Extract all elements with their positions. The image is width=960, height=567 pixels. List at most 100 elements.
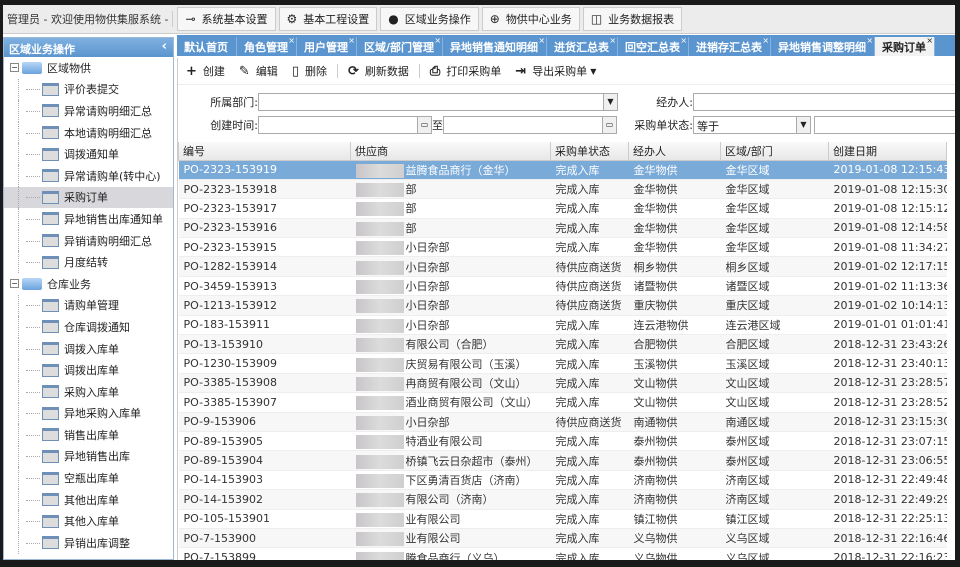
tab[interactable]: 进销存汇总表 × (689, 36, 772, 56)
region-ops-button[interactable]: ● 区域业务操作 (380, 7, 479, 31)
close-icon[interactable]: × (680, 36, 688, 45)
table-row[interactable]: PO-2323-153919 益腾食品商行（金华） 完成入库 金华物供 金华区域 2019… (178, 160, 947, 180)
chevron-down-icon[interactable]: ▼ (603, 94, 617, 110)
tab[interactable]: 区域/部门管理 × (357, 36, 444, 56)
calendar-icon[interactable]: ▭ (602, 117, 616, 133)
table-row[interactable]: PO-7-153899 腾食品商行（义乌） 完成入库 义乌物供 义乌区域 2018-12-… (178, 547, 947, 560)
tree-line (26, 456, 40, 458)
create-button[interactable]: + 创建 (186, 63, 225, 79)
tree-line (18, 402, 19, 425)
table-row[interactable]: PO-1282-153914 小日杂部 待供应商送货 桐乡物供 桐乡区域 2019-01-… (178, 256, 947, 277)
table-row[interactable]: PO-1230-153909 庆贸易有限公司（玉溪） 完成入库 玉溪物供 玉溪区域 201… (178, 353, 947, 374)
export-button[interactable]: ⇥ 导出采购单 ▼ (515, 63, 597, 79)
sidebar-item[interactable]: 本地请购明细汇总 (4, 121, 173, 144)
cell-text: 下区勇清百货店（济南） (405, 473, 527, 487)
close-icon[interactable]: × (288, 36, 295, 45)
tab[interactable]: 默认首页 (177, 37, 237, 56)
collapse-icon[interactable]: ‹ (161, 39, 167, 54)
close-icon[interactable]: × (434, 36, 442, 45)
sidebar-item[interactable]: 请购单管理 (4, 294, 173, 317)
sidebar-item[interactable]: 异常请购单(转中心) (4, 164, 173, 187)
sidebar-group[interactable]: − 区域物供 (4, 57, 173, 79)
close-icon[interactable]: × (348, 36, 355, 45)
table-row[interactable]: PO-3459-153913 小日杂部 待供应商送货 诸暨物供 诸暨区域 2019-01-… (178, 276, 947, 297)
tab[interactable]: 回空汇总表 × (618, 36, 690, 56)
collapse-toggle-icon[interactable]: − (10, 279, 19, 289)
table-row[interactable]: PO-105-153901 业有限公司 完成入库 镇江物供 镇江区域 2018-12-31… (178, 509, 947, 529)
start-date-input[interactable]: ▭ (258, 116, 432, 134)
printer-icon: ⎙ (429, 63, 441, 79)
close-icon[interactable]: × (609, 36, 617, 45)
tree-line (18, 294, 19, 317)
sidebar-item[interactable]: 月度结转 (4, 251, 173, 273)
sidebar-item[interactable]: 异常请购明细汇总 (4, 100, 173, 122)
column-header[interactable]: 经办人 (628, 142, 721, 161)
sidebar-item[interactable]: 调拨出库单 (4, 359, 173, 381)
close-icon[interactable]: × (926, 36, 934, 45)
dept-select[interactable]: ▼ (258, 93, 618, 111)
sidebar-item[interactable]: 异地销售出库通知单 (4, 208, 173, 230)
sidebar-item[interactable]: 采购入库单 (4, 380, 173, 403)
table-row[interactable]: PO-3385-153908 冉商贸有限公司（文山） 完成入库 文山物供 文山区域 201… (178, 373, 947, 394)
table-row[interactable]: PO-2323-153915 小日杂部 完成入库 金华物供 金华区域 2019-01-08… (178, 237, 947, 258)
sidebar-item[interactable]: 评价表提交 (4, 78, 173, 101)
table-row[interactable]: PO-89-153905 特酒业有限公司 完成入库 泰州物供 泰州区域 2018-12-3… (178, 431, 947, 452)
center-business-button[interactable]: ⊕ 物供中心业务 (481, 7, 580, 31)
column-header[interactable]: 供应商 (350, 142, 551, 161)
reports-button[interactable]: ◫ 业务数据报表 (582, 7, 683, 31)
tab[interactable]: 角色管理 × (237, 36, 297, 56)
sidebar-item[interactable]: 采购订单 (4, 186, 173, 209)
tab[interactable]: 异地销售调整明细 × (771, 36, 876, 56)
chevron-down-icon[interactable]: ▼ (796, 117, 810, 133)
table-row[interactable]: PO-2323-153918 部 完成入库 金华物供 金华区域 2019-01-08 12… (178, 179, 947, 200)
status-operator-select[interactable]: 等于 ▼ (693, 116, 811, 134)
calendar-icon[interactable]: ▭ (417, 117, 431, 133)
close-icon[interactable]: × (866, 36, 874, 45)
table-row[interactable]: PO-183-153911 小日杂部 完成入库 连云港物供 连云港区域 2019-01-0… (178, 315, 947, 336)
table-row[interactable]: PO-2323-153917 部 完成入库 金华物供 金华区域 2019-01-08 12… (178, 198, 947, 219)
sidebar-item[interactable]: 异销出库调整 (4, 532, 173, 554)
sidebar-item[interactable]: 其他入库单 (4, 510, 173, 533)
page-icon (42, 82, 59, 96)
refresh-button[interactable]: ⟳ 刷新数据 (347, 63, 409, 79)
column-header[interactable]: 编号 (178, 142, 351, 161)
column-header[interactable]: 采购单状态 (550, 142, 629, 161)
system-settings-button[interactable]: ⊸ 系统基本设置 (177, 7, 276, 31)
table-row[interactable]: PO-14-153903 下区勇清百货店（济南） 完成入库 济南物供 济南区域 2018-… (178, 470, 947, 491)
status-value-input[interactable] (814, 116, 955, 134)
table-row[interactable]: PO-89-153904 桥镇飞云日杂超市（泰州） 完成入库 泰州物供 泰州区域 2018… (178, 450, 947, 471)
table-row[interactable]: PO-2323-153916 部 完成入库 金华物供 金华区域 2019-01-08 12… (178, 218, 947, 239)
tab[interactable]: 进货汇总表 × (547, 36, 619, 56)
collapse-toggle-icon[interactable]: − (10, 63, 19, 73)
sidebar-item[interactable]: 调拨通知单 (4, 143, 173, 165)
handler-input[interactable] (693, 93, 955, 111)
tree-line (18, 510, 19, 533)
sidebar-item[interactable]: 其他出库单 (4, 488, 173, 511)
sidebar-group[interactable]: − 仓库业务 (4, 273, 173, 295)
tab[interactable]: 采购订单 × (875, 36, 936, 56)
table-row[interactable]: PO-14-153902 有限公司（济南） 完成入库 济南物供 济南区域 2018-12-… (178, 489, 947, 510)
print-button[interactable]: ⎙ 打印采购单 (429, 63, 502, 79)
close-icon[interactable]: × (538, 36, 546, 45)
table-row[interactable]: PO-3385-153907 酒业商贸有限公司（文山） 完成入库 文山物供 文山区域 20… (178, 392, 947, 413)
sidebar-item[interactable]: 异销请购明细汇总 (4, 229, 173, 252)
sidebar-item[interactable]: 异地销售出库 (4, 445, 173, 468)
table-row[interactable]: PO-9-153906 小日杂部 待供应商送货 南通物供 南通区域 2018-12-31 … (178, 412, 947, 432)
sidebar-item[interactable]: 异地采购入库单 (4, 402, 173, 425)
edit-button[interactable]: ✎ 编辑 (238, 63, 278, 79)
table-row[interactable]: PO-1213-153912 小日杂部 待供应商送货 重庆物供 重庆区域 2019-01-… (178, 295, 947, 316)
sidebar-item[interactable]: 销售出库单 (4, 424, 173, 446)
end-date-input[interactable]: ▭ (443, 116, 617, 134)
column-header[interactable]: 创建日期 (828, 142, 947, 161)
table-row[interactable]: PO-7-153900 业有限公司 完成入库 义乌物供 义乌区域 2018-12-31 2… (178, 528, 947, 549)
sidebar-item[interactable]: 空瓶出库单 (4, 467, 173, 489)
tab[interactable]: 用户管理 × (297, 36, 357, 56)
project-settings-button[interactable]: ⚙ 基本工程设置 (278, 7, 378, 31)
tab[interactable]: 异地销售通知明细 × (443, 36, 548, 56)
sidebar-item[interactable]: 调拨入库单 (4, 337, 173, 360)
column-header[interactable]: 区域/部门 (720, 142, 829, 161)
close-icon[interactable]: × (762, 36, 770, 45)
delete-button[interactable]: ▯ 删除 (291, 63, 327, 79)
table-row[interactable]: PO-13-153910 有限公司（合肥） 完成入库 合肥物供 合肥区域 2018-12-… (178, 334, 947, 355)
sidebar-item[interactable]: 仓库调拨通知 (4, 316, 173, 338)
